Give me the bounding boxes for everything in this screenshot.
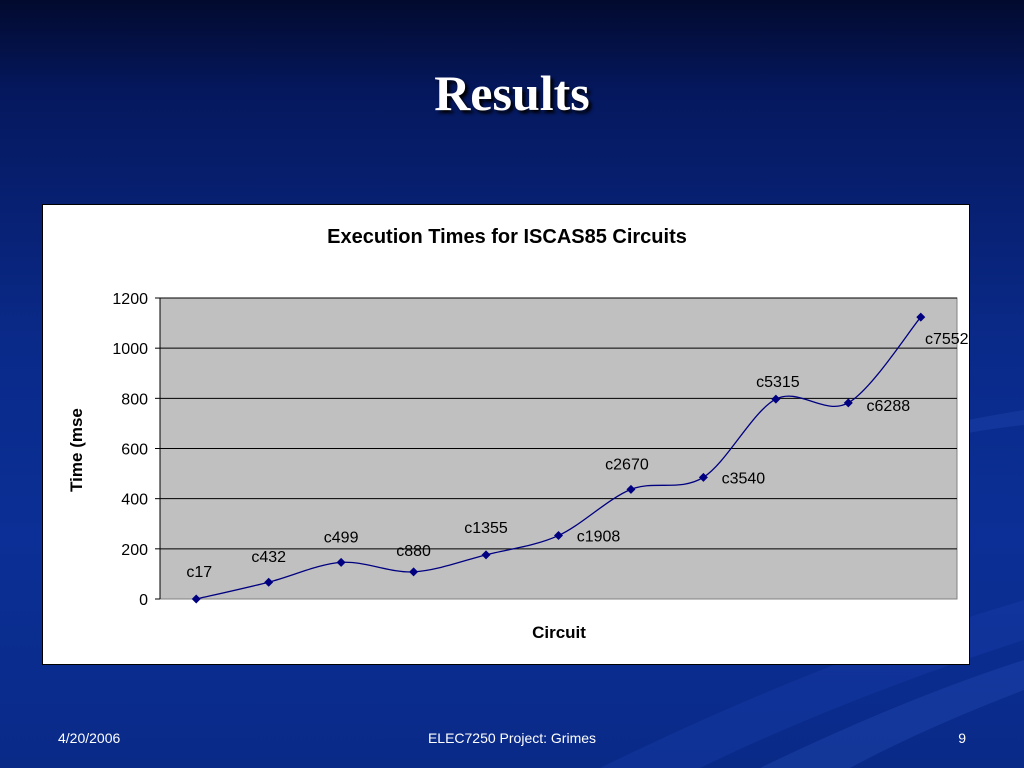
y-tick-label: 0 bbox=[139, 592, 148, 609]
data-point-c432 bbox=[264, 577, 274, 587]
data-label-c7552: c7552 bbox=[925, 331, 969, 348]
data-label-c499: c499 bbox=[324, 529, 359, 546]
y-axis-ticks: 0 200 400 600 800 1000 1200 bbox=[112, 291, 160, 609]
data-point-c1355 bbox=[481, 550, 491, 560]
y-tick-label: 1200 bbox=[112, 291, 148, 308]
data-label-c17: c17 bbox=[186, 564, 212, 581]
slide-title: Results bbox=[434, 65, 590, 121]
y-axis-label: Time (mse bbox=[67, 408, 86, 492]
data-label-c3540: c3540 bbox=[722, 470, 766, 487]
data-point-c880 bbox=[409, 567, 419, 577]
data-point-c1908 bbox=[554, 531, 563, 541]
data-point-c5315 bbox=[771, 394, 781, 404]
y-tick-label: 800 bbox=[121, 391, 148, 408]
y-tick-label: 600 bbox=[121, 442, 148, 459]
line-chart: Execution Times for ISCAS85 Circuits 0 20… bbox=[67, 226, 969, 642]
data-point-c7552 bbox=[916, 312, 926, 322]
gridlines bbox=[160, 297, 957, 550]
series-line bbox=[196, 316, 922, 600]
data-point-c6288 bbox=[843, 398, 853, 408]
y-tick-label: 1000 bbox=[112, 341, 148, 358]
data-label-c5315: c5315 bbox=[756, 374, 800, 391]
data-label-c6288: c6288 bbox=[867, 398, 911, 415]
point-labels: c17 c432 c499 c880 c1355 c1908 c2670 c3540 c5315… bbox=[186, 331, 968, 581]
chart-container: Execution Times for ISCAS85 Circuits 0 20… bbox=[42, 204, 970, 665]
data-label-c880: c880 bbox=[396, 543, 431, 560]
footer-title: ELEC7250 Project: Grimes bbox=[427, 730, 597, 746]
data-point-c3540 bbox=[698, 472, 708, 482]
data-point-c2670 bbox=[626, 484, 636, 494]
data-point-c17 bbox=[191, 594, 201, 604]
data-point-c499 bbox=[336, 557, 346, 567]
data-label-c432: c432 bbox=[251, 549, 286, 566]
y-tick-label: 400 bbox=[121, 492, 148, 509]
footer-page-number: 9 bbox=[958, 730, 966, 746]
data-markers bbox=[191, 312, 926, 604]
data-label-c2670: c2670 bbox=[605, 456, 649, 473]
data-label-c1355: c1355 bbox=[464, 520, 508, 537]
y-tick-label: 200 bbox=[121, 542, 148, 559]
chart-title: Execution Times for ISCAS85 Circuits bbox=[327, 226, 687, 248]
data-label-c1908: c1908 bbox=[577, 529, 621, 546]
footer-date: 4/20/2006 bbox=[58, 730, 121, 746]
x-axis-label: Circuit bbox=[532, 623, 586, 642]
